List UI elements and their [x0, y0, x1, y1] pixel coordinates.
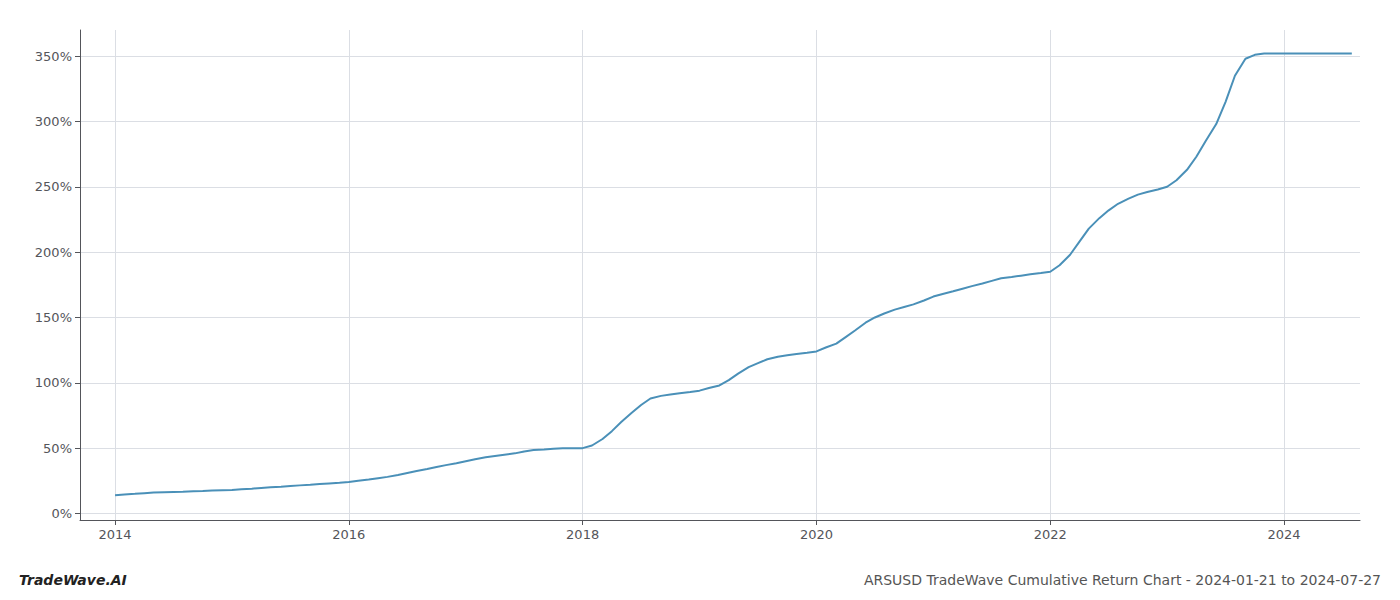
svg-text:50%: 50% — [43, 441, 72, 456]
svg-text:150%: 150% — [35, 310, 72, 325]
svg-text:100%: 100% — [35, 375, 72, 390]
svg-text:250%: 250% — [35, 179, 72, 194]
svg-text:2024: 2024 — [1267, 527, 1300, 542]
svg-text:200%: 200% — [35, 245, 72, 260]
svg-text:2014: 2014 — [99, 527, 132, 542]
svg-text:350%: 350% — [35, 49, 72, 64]
svg-text:ARSUSD TradeWave Cumulative Re: ARSUSD TradeWave Cumulative Return Chart… — [864, 572, 1381, 588]
svg-text:0%: 0% — [51, 506, 72, 521]
svg-text:2018: 2018 — [566, 527, 599, 542]
svg-text:2016: 2016 — [332, 527, 365, 542]
svg-text:2020: 2020 — [800, 527, 833, 542]
svg-text:300%: 300% — [35, 114, 72, 129]
svg-text:2022: 2022 — [1034, 527, 1067, 542]
svg-text:TradeWave.AI: TradeWave.AI — [19, 572, 127, 588]
